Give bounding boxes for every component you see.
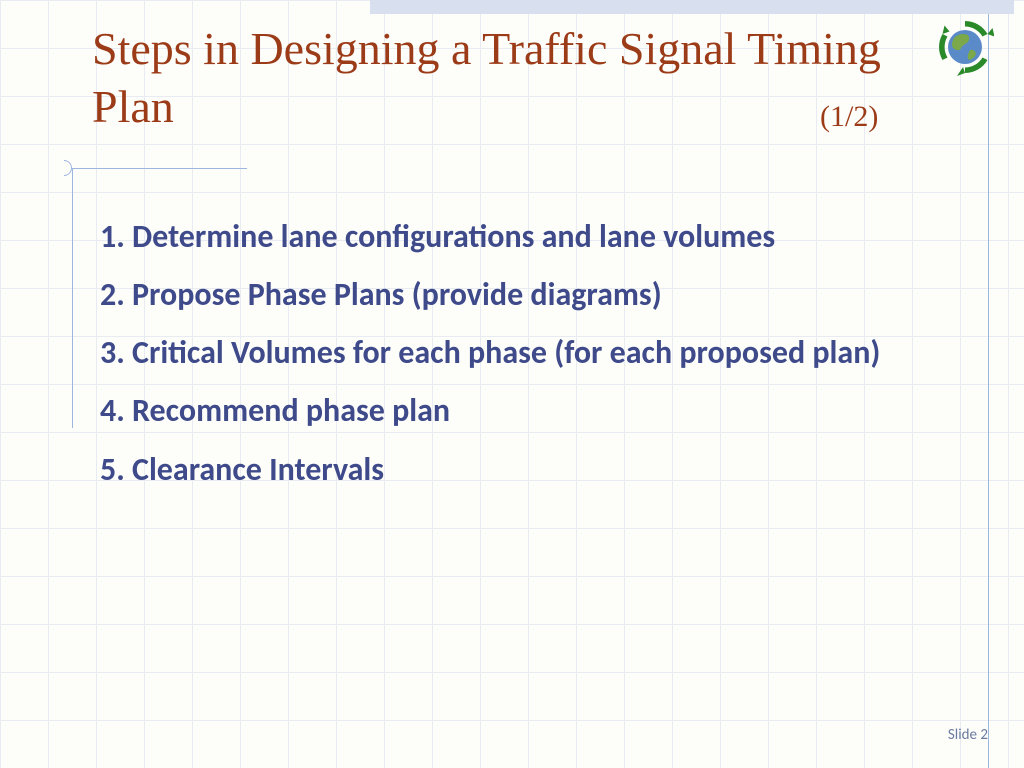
slide-title: Steps in Designing a Traffic Signal Timi… bbox=[92, 20, 892, 135]
title-block: Steps in Designing a Traffic Signal Timi… bbox=[92, 20, 892, 135]
step-item: 5. Clearance Intervals bbox=[100, 448, 920, 492]
step-item: 4. Recommend phase plan bbox=[100, 389, 920, 433]
slide-number: Slide 2 bbox=[948, 726, 988, 744]
recycle-earth-icon bbox=[936, 18, 994, 76]
page-indicator: (1/2) bbox=[820, 100, 878, 134]
top-accent-bar bbox=[370, 0, 1014, 14]
right-vertical-rule bbox=[988, 14, 989, 768]
rule-end-circle bbox=[56, 160, 72, 176]
title-underline-rule bbox=[72, 168, 247, 169]
steps-list: 1. Determine lane configurations and lan… bbox=[100, 215, 920, 506]
step-item: 3. Critical Volumes for each phase (for … bbox=[100, 331, 920, 375]
step-item: 2. Propose Phase Plans (provide diagrams… bbox=[100, 273, 920, 317]
left-vertical-rule bbox=[72, 168, 73, 428]
step-item: 1. Determine lane configurations and lan… bbox=[100, 215, 920, 259]
